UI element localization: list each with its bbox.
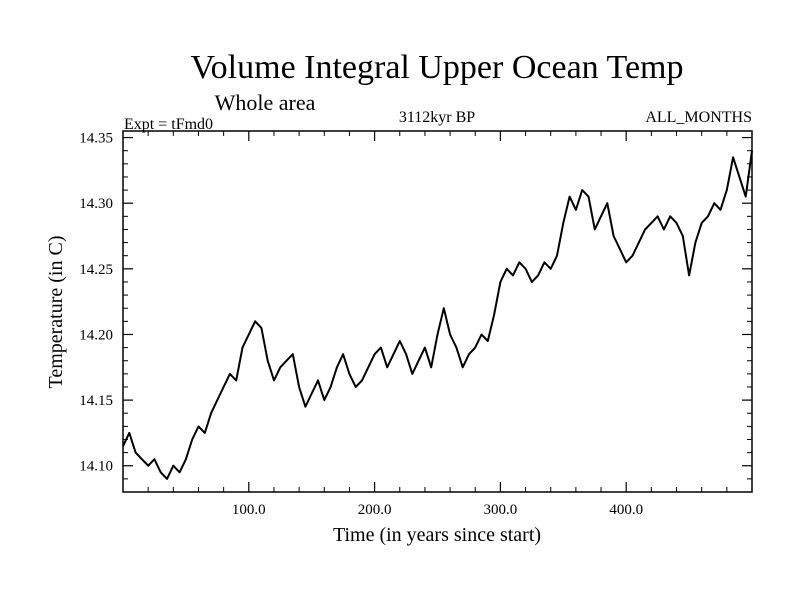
temperature-series-line — [122, 150, 753, 480]
period-label: 3112kyr BP — [399, 109, 475, 126]
experiment-label: Expt = tFmd0 — [124, 116, 213, 133]
chart-subtitle: Whole area — [215, 90, 316, 115]
x-tick-label: 100.0 — [232, 502, 266, 518]
y-tick-label: 14.35 — [79, 131, 113, 147]
plot-frame — [122, 130, 753, 493]
months-label: ALL_MONTHS — [645, 109, 752, 126]
y-axis-label: Temperature (in C) — [45, 236, 67, 389]
x-tick-label: 200.0 — [358, 502, 392, 518]
y-tick-label: 14.10 — [79, 459, 113, 475]
y-tick-label: 14.15 — [79, 393, 113, 409]
x-axis: 100.0 200.0 300.0 400.0 — [147, 131, 728, 518]
x-tick-label: 400.0 — [609, 502, 643, 518]
x-tick-label: 300.0 — [484, 502, 518, 518]
y-axis: 14.10 14.15 14.20 14.25 14.30 14.35 — [79, 131, 752, 480]
y-tick-label: 14.20 — [79, 327, 113, 343]
x-axis-label: Time (in years since start) — [333, 524, 541, 546]
y-tick-label: 14.30 — [79, 196, 113, 212]
chart-title: Volume Integral Upper Ocean Temp — [191, 49, 684, 86]
y-tick-label: 14.25 — [79, 262, 113, 278]
